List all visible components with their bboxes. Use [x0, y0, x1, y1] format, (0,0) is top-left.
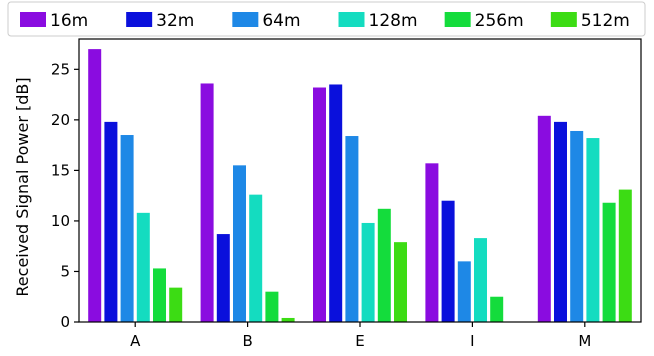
bar-512m-M	[618, 189, 632, 322]
bar-128m-A	[136, 212, 150, 322]
bar-256m-I	[490, 296, 504, 322]
x-tick-label: M	[578, 332, 591, 350]
bar-512m-A	[169, 287, 183, 322]
x-tick-label: A	[130, 332, 141, 350]
legend-swatch-64m	[232, 12, 259, 27]
bar-128m-I	[474, 238, 487, 322]
bar-32m-E	[329, 84, 343, 322]
legend: 16m 32m 64m 128m 256m 512m	[7, 1, 646, 37]
legend-swatch-256m	[444, 12, 471, 27]
x-tick-label: E	[355, 332, 364, 350]
bar-128m-M	[586, 138, 600, 322]
bar-256m-M	[602, 202, 616, 322]
y-tick-label: 25	[51, 60, 70, 78]
y-tick-label: 20	[51, 111, 70, 129]
legend-label-512m: 512m	[581, 11, 630, 31]
bar-32m-B	[216, 234, 230, 322]
bar-256m-E	[377, 208, 391, 322]
bar-16m-A	[88, 49, 102, 323]
bar-512m-B	[281, 317, 295, 322]
bar-16m-B	[200, 83, 214, 322]
bar-16m-M	[537, 115, 551, 322]
legend-label-64m: 64m	[262, 11, 300, 31]
legend-swatch-16m	[20, 12, 46, 27]
legend-swatch-128m	[338, 12, 365, 27]
legend-label-128m: 128m	[369, 11, 418, 31]
bar-32m-M	[554, 121, 567, 322]
bar-128m-E	[361, 222, 375, 322]
bar-32m-I	[441, 200, 455, 322]
bar-256m-A	[153, 268, 166, 322]
bar-64m-I	[457, 261, 471, 322]
bar-256m-B	[265, 291, 279, 322]
legend-swatch-32m	[126, 12, 153, 27]
plot-area	[78, 38, 642, 323]
bar-64m-B	[233, 165, 246, 322]
bar-32m-A	[104, 121, 118, 322]
bar-16m-I	[425, 163, 439, 322]
y-tick-label: 5	[60, 262, 70, 280]
y-axis-label: Received Signal Power [dB]	[13, 77, 32, 296]
y-tick-label: 15	[51, 161, 70, 179]
bar-64m-A	[120, 135, 134, 322]
bar-128m-B	[249, 194, 263, 322]
legend-label-256m: 256m	[475, 11, 524, 31]
legend-label-16m: 16m	[50, 11, 88, 31]
bar-16m-E	[313, 87, 326, 322]
legend-box	[7, 1, 646, 37]
bar-64m-M	[570, 130, 584, 322]
y-tick-label: 0	[60, 313, 70, 331]
bar-64m-E	[345, 136, 359, 322]
x-tick-label: B	[242, 332, 252, 350]
y-axis: 0 5 10 15 20 25	[51, 60, 79, 331]
legend-label-32m: 32m	[156, 11, 194, 31]
legend-swatch-512m	[550, 12, 577, 27]
bar-512m-E	[394, 242, 407, 322]
x-tick-label: I	[470, 332, 474, 350]
y-tick-label: 10	[51, 212, 70, 230]
